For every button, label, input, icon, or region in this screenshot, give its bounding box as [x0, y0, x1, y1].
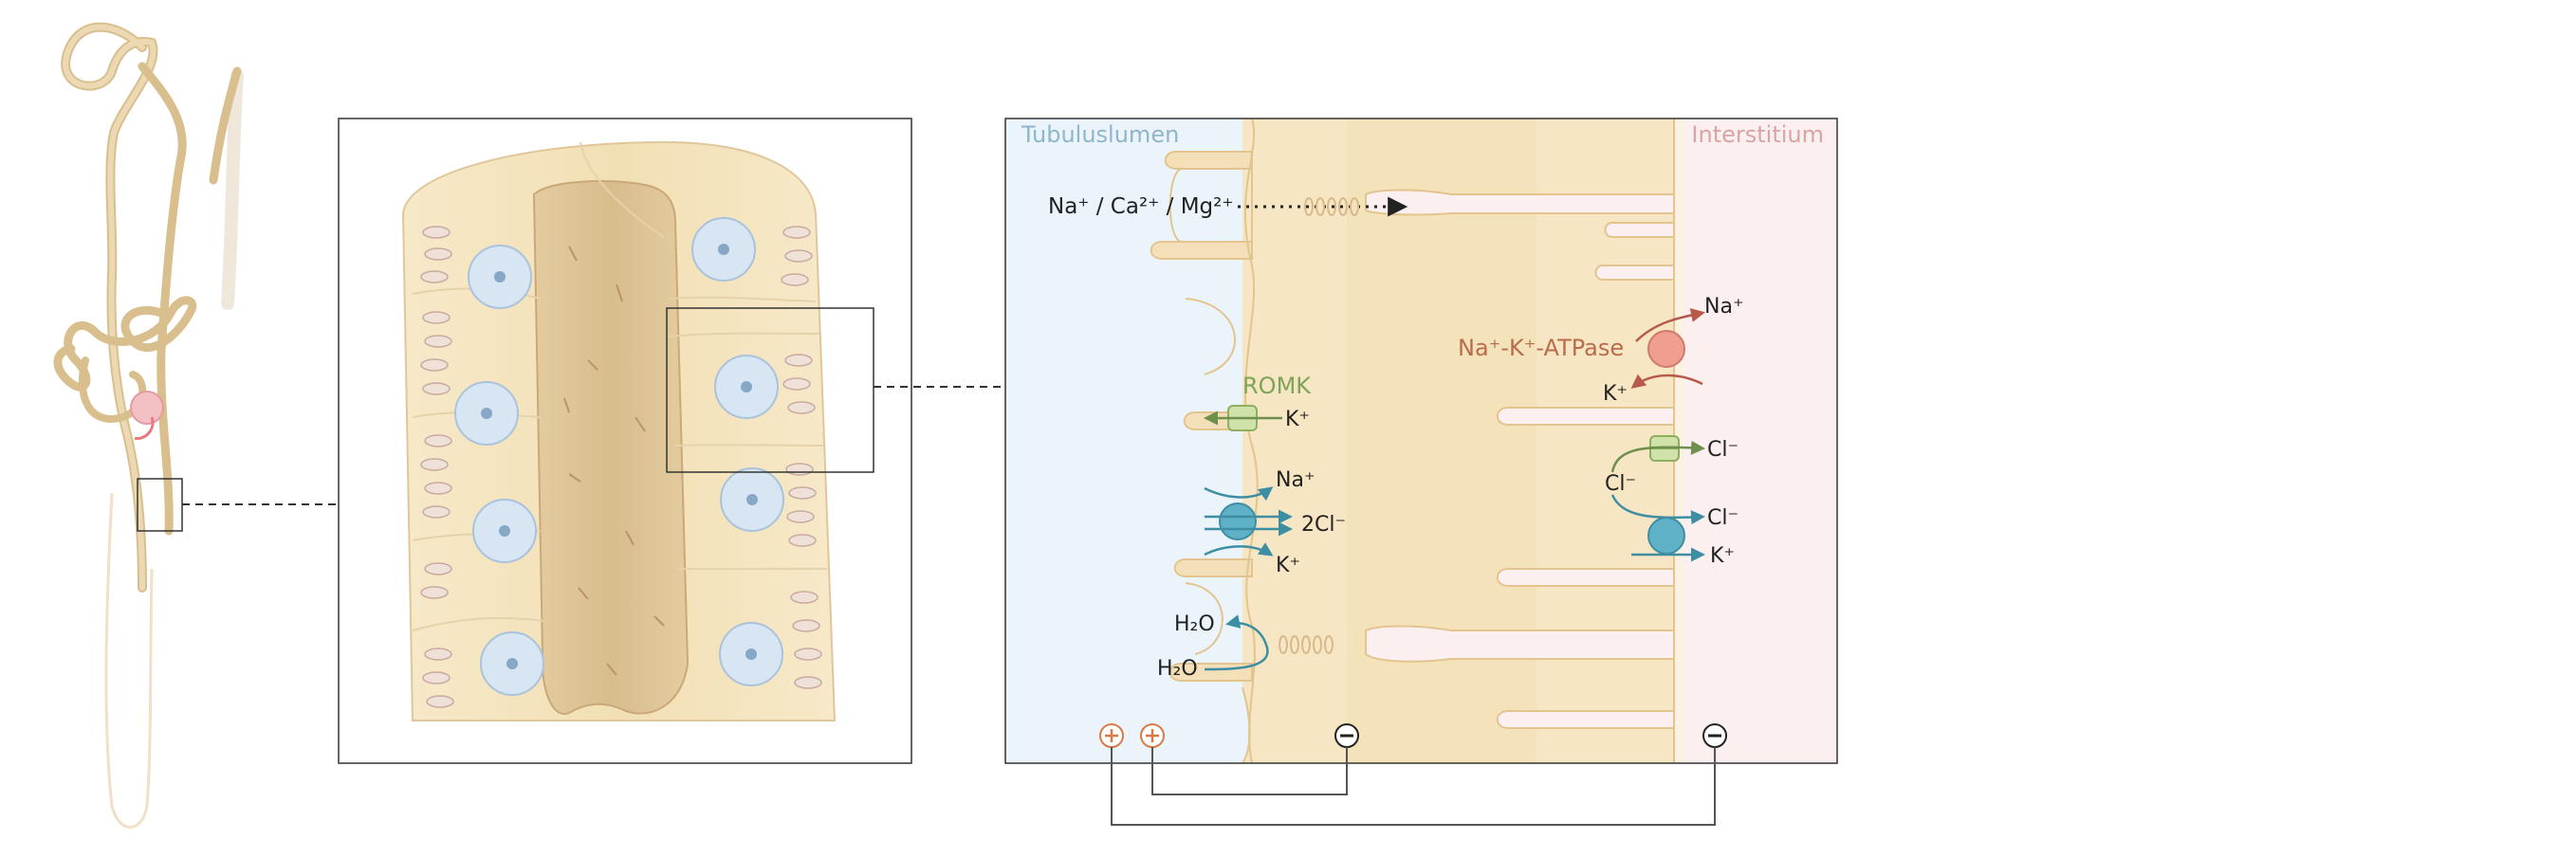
- clc-cl-label: Cl⁻: [1707, 438, 1739, 462]
- interstitium-label: Interstitium: [1691, 121, 1824, 148]
- minus-circle-icon: [1334, 723, 1359, 748]
- charge-circuit: [1111, 747, 1716, 826]
- water-arrow: [1204, 614, 1269, 671]
- kcc-k-label: K⁺: [1710, 544, 1735, 568]
- lumen-label: Tubuluslumen: [1021, 121, 1179, 148]
- clc-arrow: [1610, 440, 1705, 473]
- h2o-top-label: H₂O: [1174, 612, 1215, 636]
- nephron-overview: [53, 22, 244, 829]
- paracellular-ions-label: Na⁺ / Ca²⁺ / Mg²⁺: [1048, 194, 1234, 219]
- tubule-section-panel: [338, 118, 912, 764]
- kcc-cl-label: Cl⁻: [1707, 506, 1739, 530]
- atpase-label: Na⁺-K⁺-ATPase: [1458, 335, 1624, 361]
- atpase-na-label: Na⁺: [1704, 295, 1744, 319]
- plus-circle-icon: [1099, 723, 1124, 748]
- kcc-cl-arrow: [1610, 494, 1705, 525]
- romk-k-label: K⁺: [1285, 408, 1310, 431]
- nkcc-na-arrow: [1204, 486, 1274, 502]
- h2o-bottom-label: H₂O: [1157, 657, 1198, 681]
- atpase-pump: [1647, 330, 1685, 368]
- plus-circle-icon: [1140, 723, 1165, 748]
- nkcc-cl-label: 2Cl⁻: [1301, 513, 1346, 537]
- atpase-k-arrow: [1630, 374, 1703, 389]
- nkcc-na-label: Na⁺: [1276, 468, 1316, 492]
- kcc-transporter: [1647, 517, 1685, 555]
- atpase-na-arrow: [1635, 307, 1705, 342]
- transport-detail-panel: Tubuluslumen Interstitium Na⁺ / Ca²⁺ / M…: [1004, 118, 1838, 764]
- minus-circle-icon: [1702, 723, 1727, 748]
- tight-junction-top: [1304, 197, 1359, 216]
- nkcc-k-arrow: [1204, 542, 1274, 557]
- nkcc-k-label: K⁺: [1276, 554, 1300, 577]
- romk-label: ROMK: [1242, 373, 1312, 399]
- tight-junction-bottom: [1279, 635, 1334, 654]
- nkcc2-transporter: [1219, 502, 1257, 540]
- cl-mid-label: Cl⁻: [1605, 472, 1636, 496]
- atpase-k-label: K⁺: [1603, 382, 1628, 406]
